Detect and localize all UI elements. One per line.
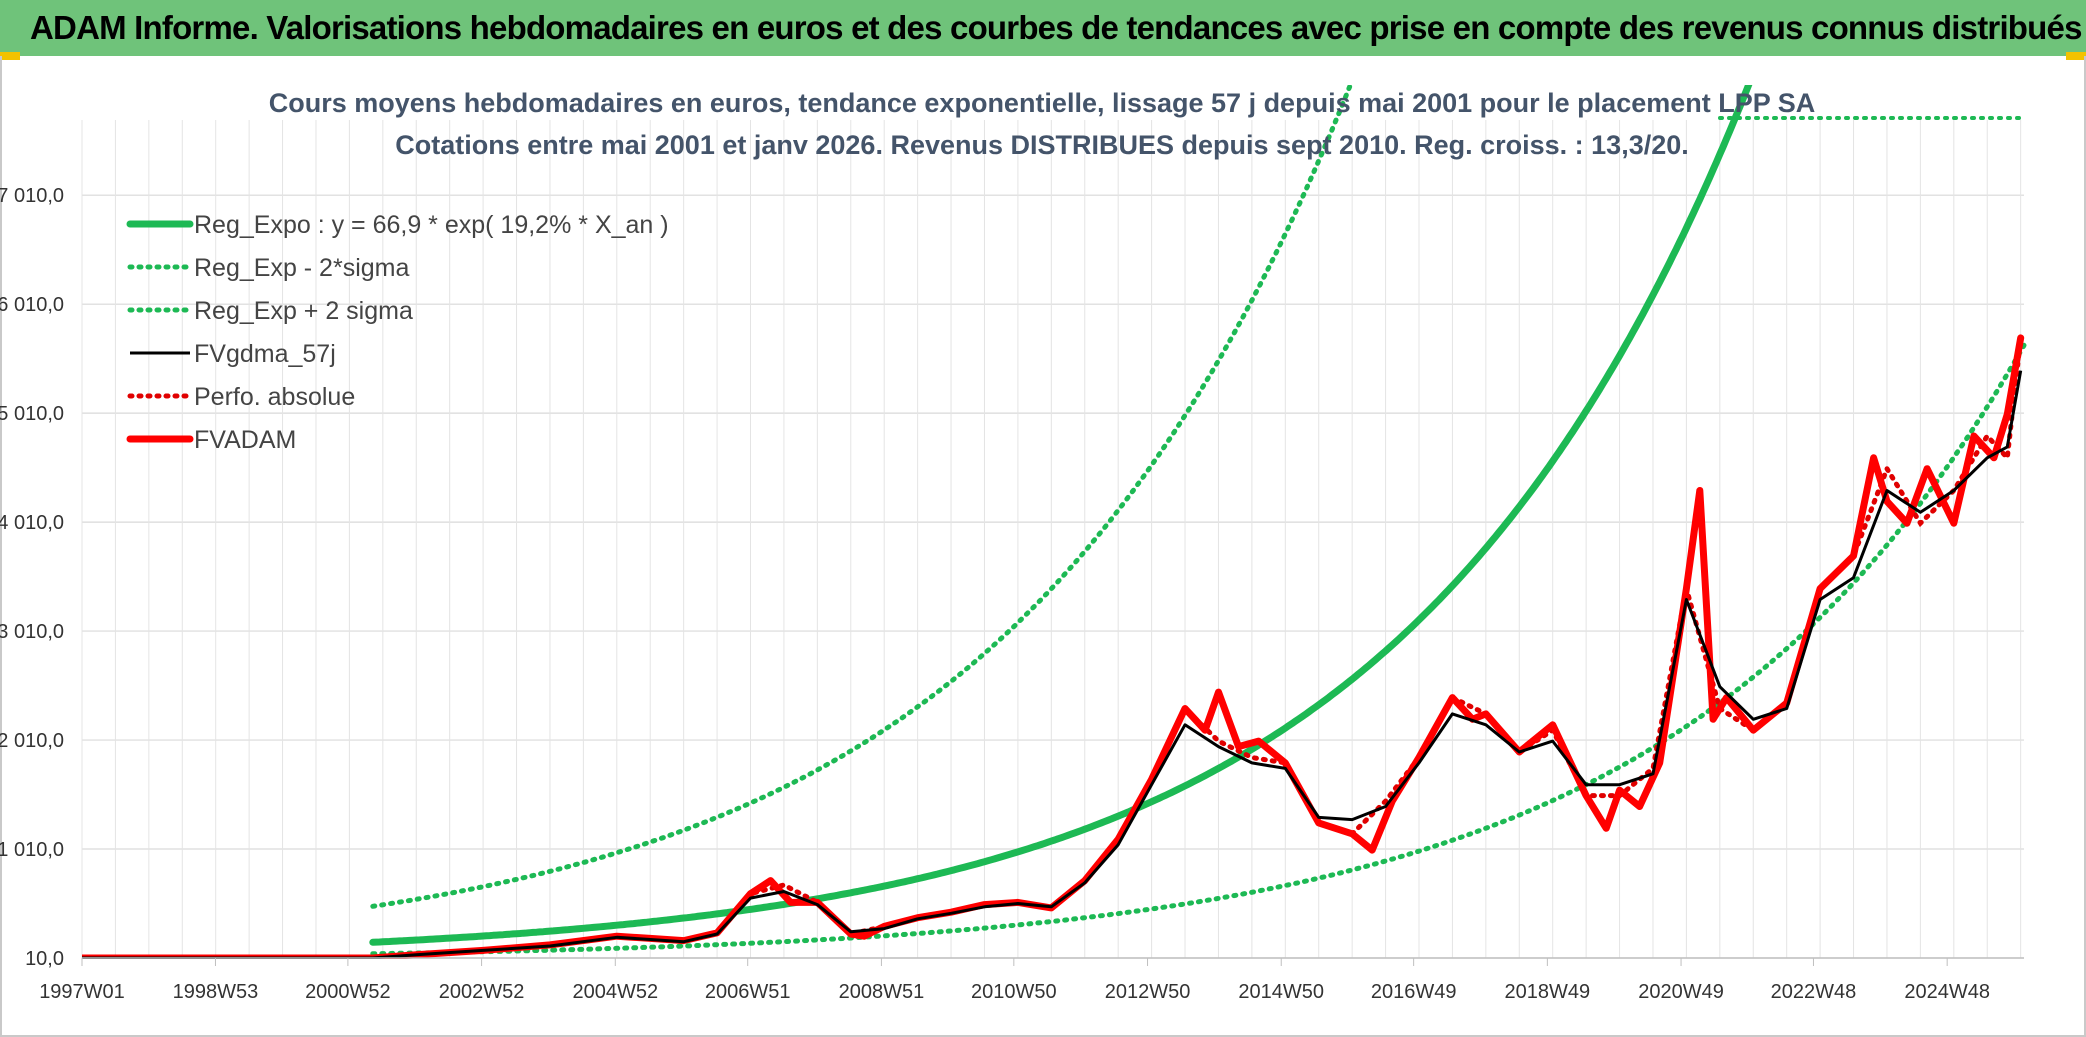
y-tick-label: 10,0 — [25, 948, 64, 970]
x-tick-label: 2004W52 — [572, 981, 658, 1003]
report-title: ADAM Informe. Valorisations hebdomadaire… — [30, 9, 2082, 46]
series-line-1 — [370, 342, 2027, 957]
grid — [81, 120, 2024, 959]
y-tick-label: 7 010,0 — [0, 185, 64, 207]
banner-corner-right — [2066, 52, 2086, 60]
legend-label: Reg_Expo : y = 66,9 * exp( 19,2% * X_an … — [194, 211, 669, 239]
x-tick-label: 2014W50 — [1238, 981, 1324, 1003]
y-tick-label: 6 010,0 — [0, 294, 64, 316]
y-tick-label: 1 010,0 — [0, 839, 64, 861]
legend-label: Reg_Exp + 2 sigma — [194, 297, 413, 325]
x-tick-label: 2000W52 — [305, 981, 391, 1003]
y-tick-label: 2 010,0 — [0, 730, 64, 752]
x-tick-label: 2010W50 — [971, 981, 1057, 1003]
series-line-2 — [370, 85, 1354, 909]
y-tick-label: 4 010,0 — [0, 512, 64, 534]
x-tick-label: 2018W49 — [1505, 981, 1591, 1003]
chart-frame — [0, 56, 2086, 1037]
report-banner: ADAM Informe. Valorisations hebdomadaire… — [0, 0, 2086, 56]
legend-label: FVADAM — [194, 426, 296, 454]
chart-title-line-2: Cotations entre mai 2001 et janv 2026. R… — [395, 130, 1689, 160]
x-tick-label: 1997W01 — [39, 981, 125, 1003]
series-line-0 — [369, 85, 1753, 946]
x-tick-label: 2022W48 — [1771, 981, 1857, 1003]
x-tick-label: 2020W49 — [1638, 981, 1724, 1003]
legend-label: FVgdma_57j — [194, 340, 336, 368]
x-tick-label: 2012W50 — [1105, 981, 1191, 1003]
x-tick-label: 2002W52 — [439, 981, 525, 1003]
legend-label: Reg_Exp - 2*sigma — [194, 254, 409, 282]
banner-corner-left — [0, 52, 20, 60]
x-tick-label: 2008W51 — [839, 981, 925, 1003]
axes: 10,0 1 010,0 2 010,0 3 010,0 4 010,0 5 010,0 6… — [0, 185, 2024, 1003]
series-line-5 — [82, 334, 2025, 959]
series-line-3 — [82, 370, 2023, 959]
y-tick-label: 3 010,0 — [0, 621, 64, 643]
x-tick-label: 2006W51 — [705, 981, 791, 1003]
series-layer — [82, 85, 2027, 959]
legend-label: Perfo. absolue — [194, 383, 355, 411]
x-tick-label: 2016W49 — [1371, 981, 1457, 1003]
x-tick-label: 2024W48 — [1904, 981, 1990, 1003]
legend: Reg_Expo : y = 66,9 * exp( 19,2% * X_an … — [126, 211, 669, 454]
chart-title-line-1: Cours moyens hebdomadaires en euros, ten… — [269, 88, 1816, 118]
y-tick-label: 5 010,0 — [0, 403, 64, 425]
x-tick-label: 1998W53 — [173, 981, 259, 1003]
